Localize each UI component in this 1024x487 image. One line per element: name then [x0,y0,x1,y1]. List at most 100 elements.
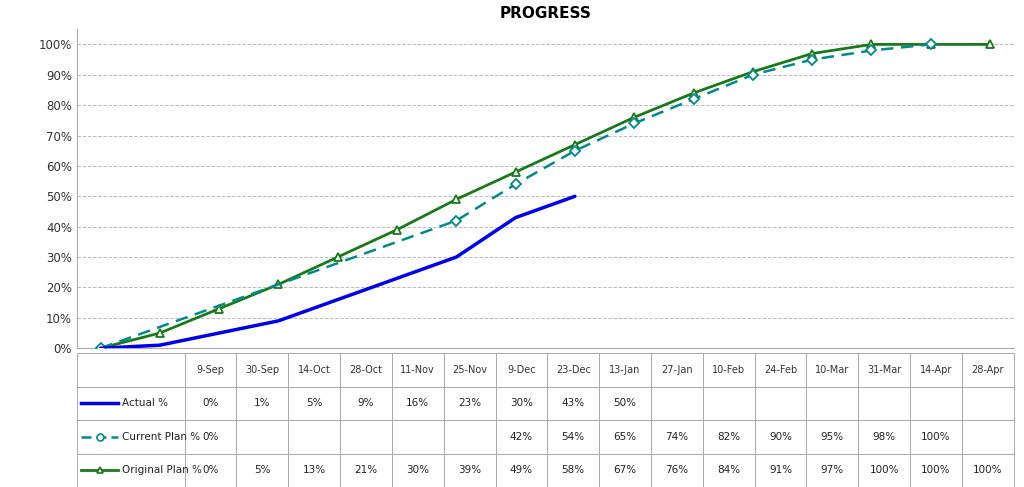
Text: 0%: 0% [203,465,219,475]
Text: 24-Feb: 24-Feb [764,365,797,375]
Bar [807,387,858,420]
Bar [599,387,651,420]
Text: 9%: 9% [357,398,374,408]
Bar [548,387,599,420]
Bar [755,453,807,487]
Text: 58%: 58% [562,465,585,475]
Bar [237,353,288,387]
Text: 76%: 76% [666,465,688,475]
Bar [962,387,1014,420]
Text: 65%: 65% [613,432,637,442]
Bar [184,387,237,420]
Text: 98%: 98% [872,432,896,442]
Bar [288,353,340,387]
Bar [237,420,288,453]
Bar [910,353,962,387]
Bar [340,387,392,420]
Bar [702,353,755,387]
Title: PROGRESS: PROGRESS [500,6,591,21]
Text: 54%: 54% [562,432,585,442]
Text: 13-Jan: 13-Jan [609,365,641,375]
Bar [599,420,651,453]
Text: 14-Oct: 14-Oct [298,365,331,375]
Bar [962,453,1014,487]
Bar [910,453,962,487]
Bar [392,453,443,487]
Bar [392,387,443,420]
Bar [910,420,962,453]
Bar [702,387,755,420]
Bar [755,387,807,420]
Text: 50%: 50% [613,398,637,408]
Bar [599,453,651,487]
Bar [858,353,910,387]
Bar [443,420,496,453]
Bar [651,353,702,387]
Bar [184,353,237,387]
Bar [184,420,237,453]
Text: 43%: 43% [562,398,585,408]
Bar [496,420,548,453]
Bar [962,353,1014,387]
Text: 0%: 0% [203,432,219,442]
Bar [807,353,858,387]
Text: 97%: 97% [821,465,844,475]
Bar [599,353,651,387]
Bar [858,387,910,420]
Bar [184,453,237,487]
Bar [651,453,702,487]
Bar [340,453,392,487]
Bar [910,420,962,453]
Bar [755,353,807,387]
Bar [962,353,1014,387]
Bar [807,453,858,487]
Bar [702,420,755,453]
Bar [288,353,340,387]
Text: 90%: 90% [769,432,792,442]
Bar [702,420,755,453]
Text: Current Plan %: Current Plan % [123,432,201,442]
Text: 5%: 5% [254,465,270,475]
Bar [392,420,443,453]
Bar [651,420,702,453]
Bar [910,387,962,420]
Bar [496,420,548,453]
Bar [237,353,288,387]
Bar [599,453,651,487]
Bar [288,387,340,420]
Bar [548,453,599,487]
Bar [392,420,443,453]
Text: 82%: 82% [717,432,740,442]
Bar [755,420,807,453]
Text: 23%: 23% [458,398,481,408]
Text: 30-Sep: 30-Sep [245,365,280,375]
Bar [184,453,237,487]
Bar [599,387,651,420]
Bar [340,453,392,487]
Text: 95%: 95% [821,432,844,442]
Bar [651,387,702,420]
Bar [184,420,237,453]
Bar [288,453,340,487]
Bar [807,353,858,387]
Text: 9-Dec: 9-Dec [507,365,536,375]
Text: 14-Apr: 14-Apr [920,365,952,375]
Bar [288,387,340,420]
Bar [340,353,392,387]
Text: 31-Mar: 31-Mar [867,365,901,375]
Bar [443,387,496,420]
Bar [807,387,858,420]
Bar [237,453,288,487]
Bar [392,387,443,420]
Bar [548,420,599,453]
Bar [496,387,548,420]
Bar [443,453,496,487]
Bar [962,453,1014,487]
Bar [599,420,651,453]
Bar [237,387,288,420]
Text: 39%: 39% [458,465,481,475]
Bar [288,420,340,453]
Text: 27-Jan: 27-Jan [662,365,692,375]
Bar [443,453,496,487]
Bar [807,420,858,453]
